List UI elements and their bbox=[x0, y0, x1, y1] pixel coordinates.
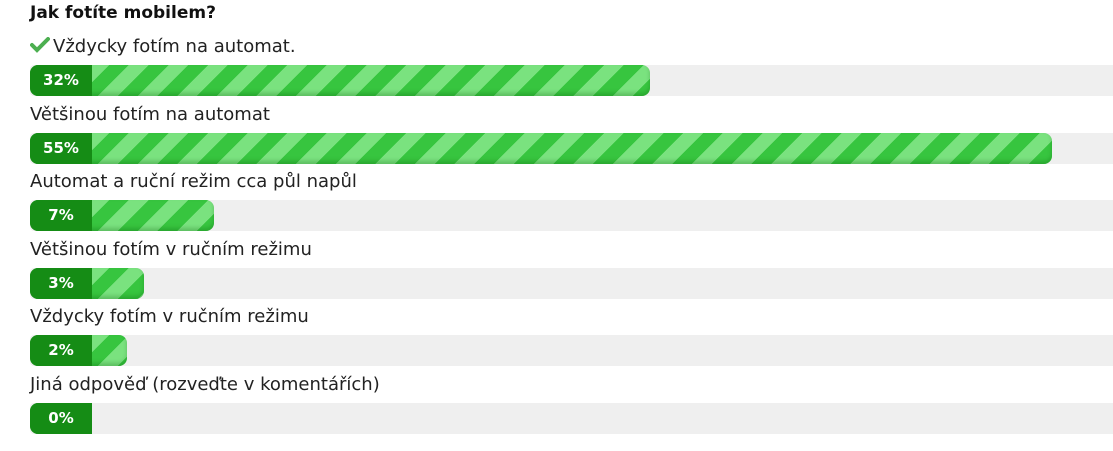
option-label: Automat a ruční režim cca půl napůl bbox=[30, 171, 357, 192]
percent-label: 2% bbox=[30, 335, 92, 367]
bar bbox=[30, 65, 651, 96]
percent-label: 55% bbox=[30, 132, 92, 164]
option-text: Automat a ruční režim cca půl napůl bbox=[30, 171, 357, 193]
percent-label: 0% bbox=[30, 403, 92, 434]
option-text: Většinou fotím na automat bbox=[30, 103, 270, 125]
percent-label: 32% bbox=[30, 65, 92, 96]
bar-track: 55% bbox=[30, 132, 1113, 164]
bar bbox=[30, 132, 1052, 164]
selected-check bbox=[30, 37, 50, 53]
option-text: Jiná odpověď (rozveďte v komentářích) bbox=[30, 374, 380, 395]
percent-label: 7% bbox=[30, 200, 92, 232]
option-label: Jiná odpověď (rozveďte v komentářích) bbox=[30, 374, 380, 395]
poll-title: Jak fotíte mobilem? bbox=[30, 3, 216, 23]
option-label: Většinou fotím v ručním režimu bbox=[30, 239, 312, 260]
option-label: Většinou fotím na automat bbox=[30, 104, 270, 125]
bar-track: 2% bbox=[30, 335, 1113, 367]
bar-track: 32% bbox=[30, 65, 1113, 96]
option-text: Většinou fotím v ručním režimu bbox=[30, 238, 312, 260]
percent-label: 3% bbox=[30, 267, 92, 299]
option-label: Vždycky fotím na automat. bbox=[30, 36, 296, 57]
option-text: Vždycky fotím na automat. bbox=[53, 36, 296, 57]
option-text: Vždycky fotím v ručním režimu bbox=[30, 306, 309, 328]
bar-track: 3% bbox=[30, 267, 1113, 299]
bar-track: 7% bbox=[30, 200, 1113, 232]
option-label: Vždycky fotím v ručním režimu bbox=[30, 306, 309, 327]
bar-track: 0% bbox=[30, 403, 1113, 434]
